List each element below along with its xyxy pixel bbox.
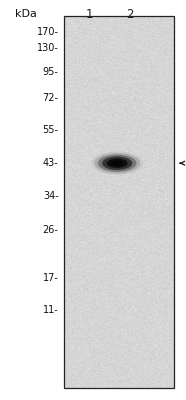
Ellipse shape	[94, 153, 140, 174]
Text: 170-: 170-	[37, 27, 59, 37]
Text: 2: 2	[126, 8, 134, 21]
Text: 26-: 26-	[43, 225, 59, 235]
Ellipse shape	[111, 161, 123, 166]
Text: 72-: 72-	[43, 93, 59, 103]
Text: 95-: 95-	[43, 67, 59, 77]
Ellipse shape	[98, 155, 137, 172]
Text: 17-: 17-	[43, 273, 59, 283]
Text: 1: 1	[86, 8, 93, 21]
Text: kDa: kDa	[15, 9, 37, 19]
Text: 130-: 130-	[37, 43, 59, 53]
Ellipse shape	[102, 156, 132, 170]
Text: 43-: 43-	[43, 158, 59, 168]
Ellipse shape	[91, 152, 143, 175]
Ellipse shape	[107, 158, 128, 168]
Text: 55-: 55-	[43, 125, 59, 135]
Text: 11-: 11-	[43, 305, 59, 315]
Text: 34-: 34-	[43, 191, 59, 201]
Bar	[64, 16, 174, 388]
